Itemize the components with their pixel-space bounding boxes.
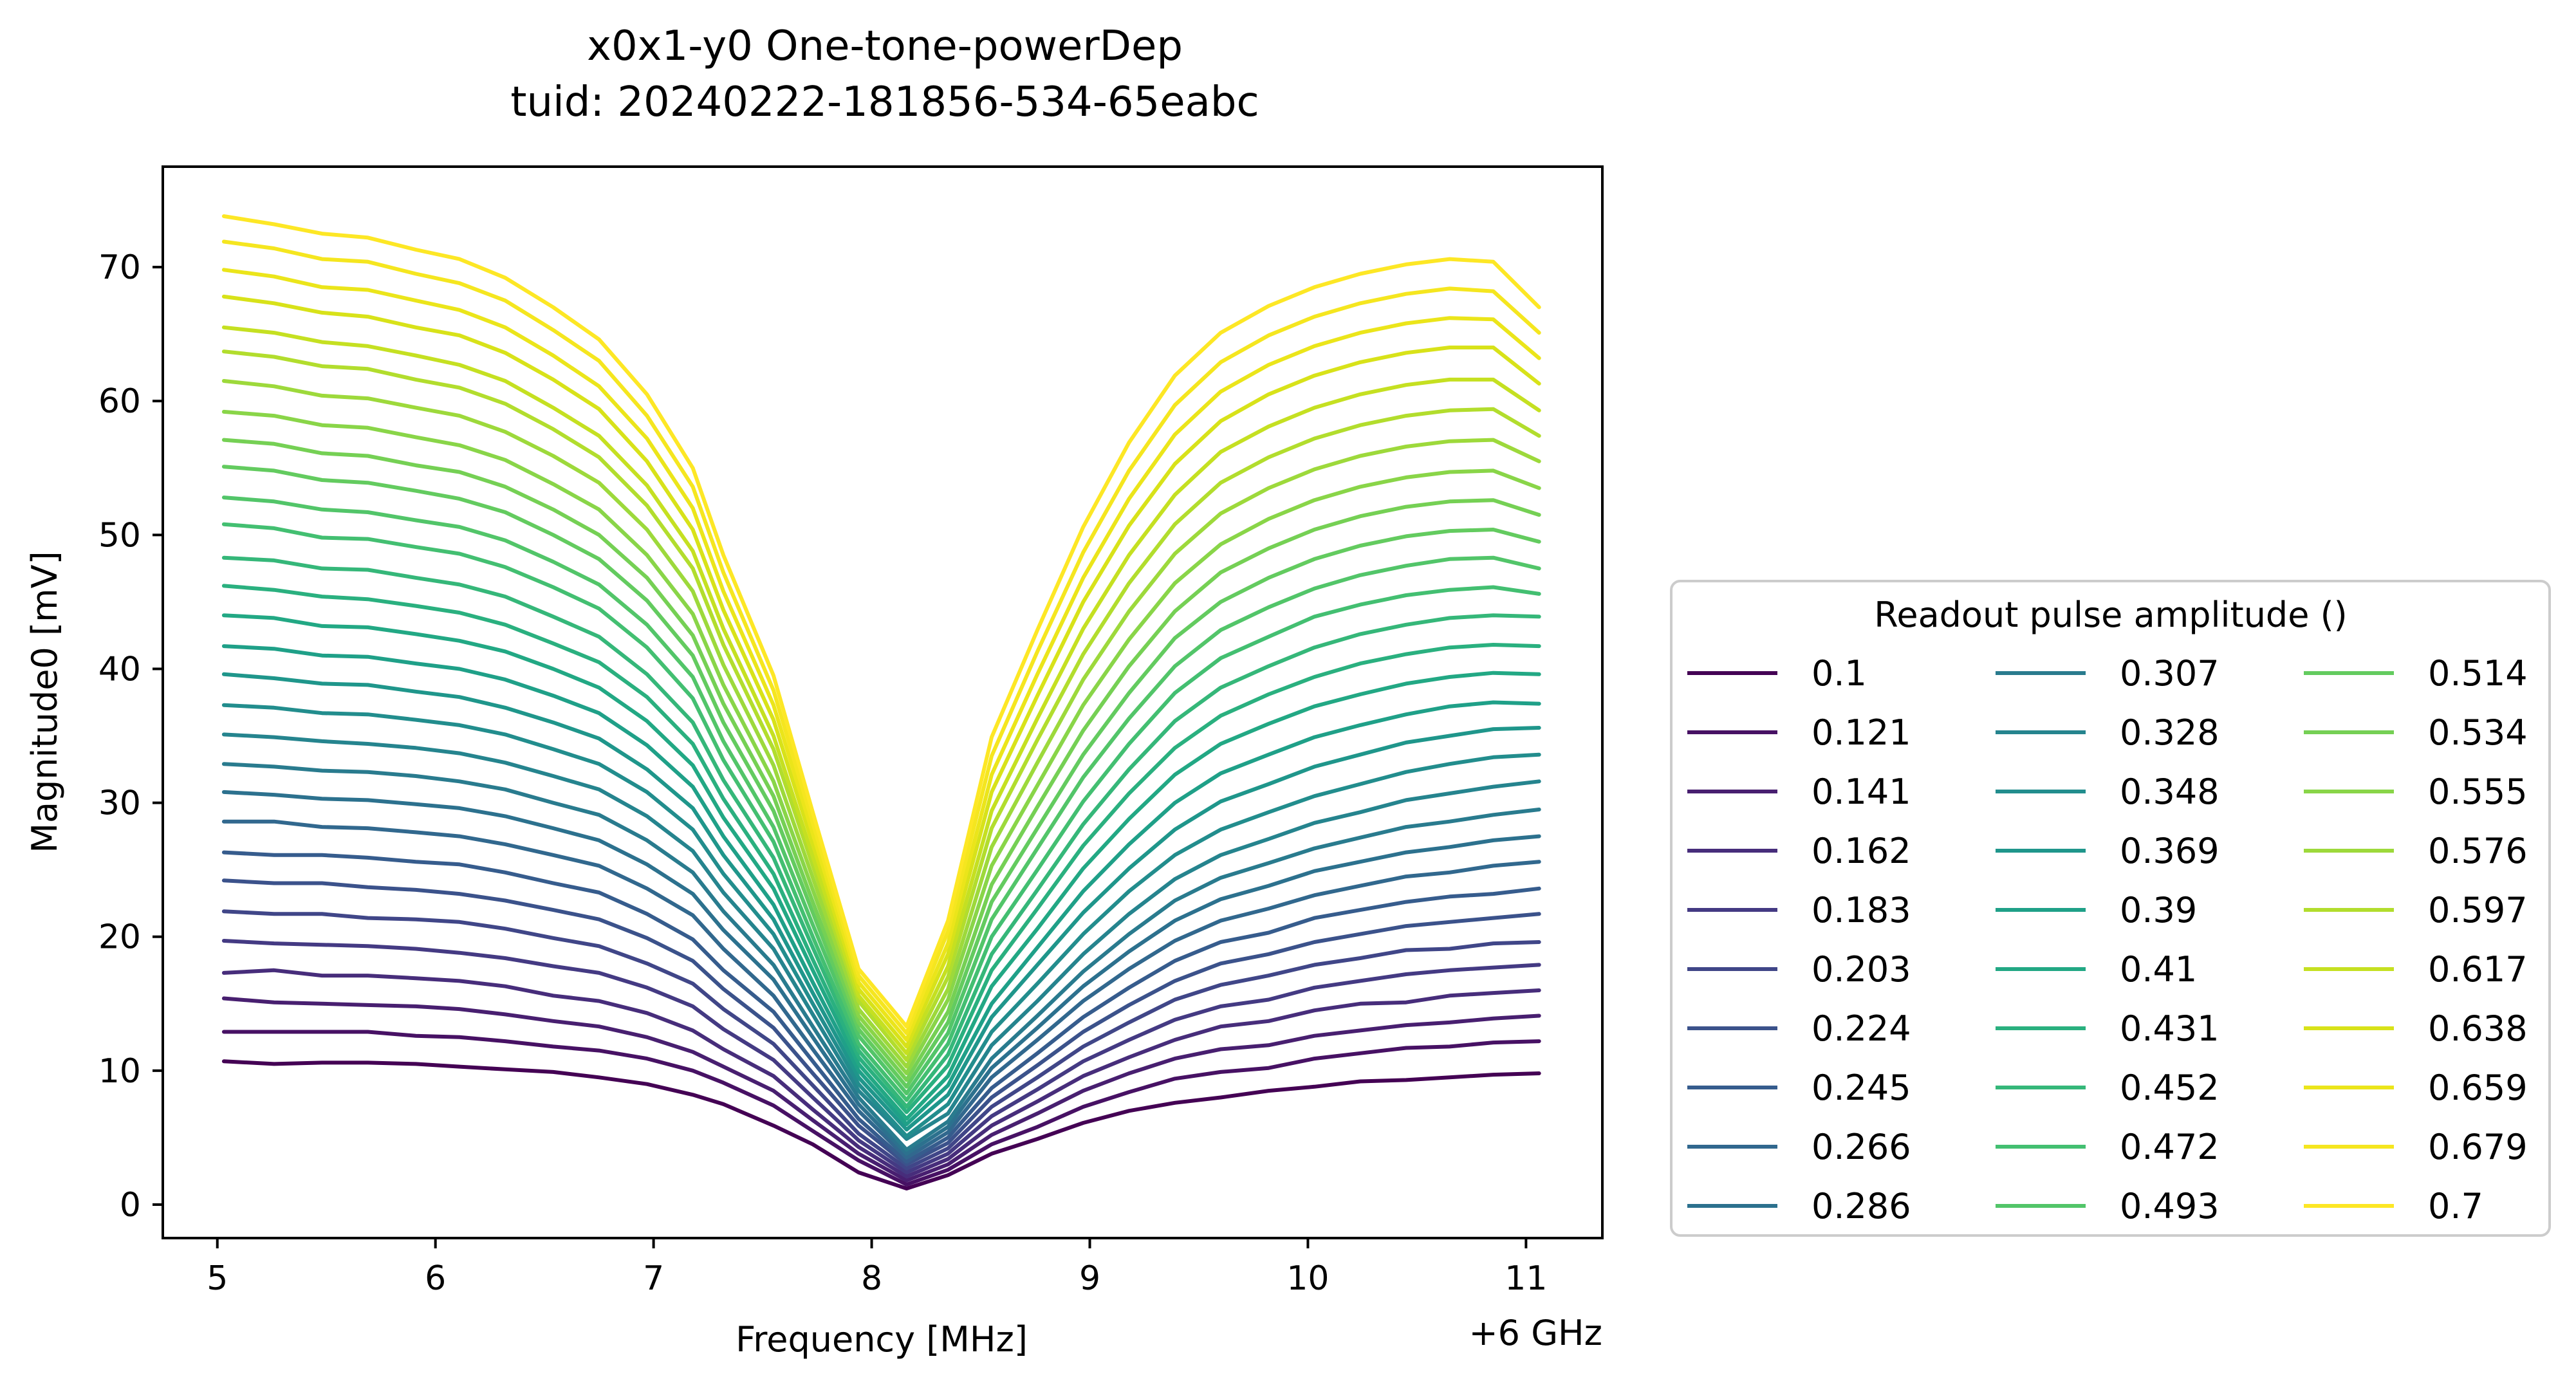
y-ticks: 0 10 20 30 40 50 60 70 xyxy=(98,248,163,1225)
series-line-0.39 xyxy=(221,644,1541,1127)
legend-label-0.1: 0.1 xyxy=(1812,653,1867,694)
x-tick-label-10: 10 xyxy=(1286,1259,1329,1298)
legend-label-0.638: 0.638 xyxy=(2428,1008,2528,1049)
legend-label-0.266: 0.266 xyxy=(1812,1127,1911,1167)
series-line-0.555 xyxy=(221,409,1541,1075)
series-line-0.328 xyxy=(221,732,1541,1141)
legend-label-0.493: 0.493 xyxy=(2120,1186,2219,1226)
y-tick-label-70: 70 xyxy=(98,248,141,287)
series-line-0.41 xyxy=(221,613,1541,1121)
x-axis-label: Frequency [MHz] xyxy=(736,1319,1028,1360)
chart-title: x0x1-y0 One-tone-powerDep xyxy=(587,23,1183,70)
legend-label-0.162: 0.162 xyxy=(1812,831,1911,871)
legend-label-0.307: 0.307 xyxy=(2120,653,2219,694)
y-tick-label-30: 30 xyxy=(98,784,141,823)
y-tick-label-10: 10 xyxy=(98,1052,141,1091)
legend-label-0.369: 0.369 xyxy=(2120,831,2219,871)
x-tick-label-11: 11 xyxy=(1505,1259,1547,1298)
series-line-0.576 xyxy=(221,379,1541,1069)
series-line-0.617 xyxy=(221,325,1541,1055)
legend-frame xyxy=(1670,580,2551,1237)
series-line-0.514 xyxy=(221,465,1541,1089)
series-group xyxy=(221,214,1541,1190)
x-tick-label-6: 6 xyxy=(425,1259,446,1298)
series-line-0.679 xyxy=(221,239,1541,1035)
legend-label-0.617: 0.617 xyxy=(2428,949,2528,990)
series-line-0.659 xyxy=(221,268,1541,1042)
legend-label-0.576: 0.576 xyxy=(2428,831,2528,871)
series-line-0.452 xyxy=(221,555,1541,1109)
series-line-0.369 xyxy=(221,672,1541,1132)
legend-label-0.597: 0.597 xyxy=(2428,890,2528,930)
legend-label-0.141: 0.141 xyxy=(1812,772,1911,812)
x-ticks: 5 6 7 8 9 10 11 xyxy=(207,1238,1547,1298)
legend-label-0.245: 0.245 xyxy=(1812,1068,1911,1108)
chart-subtitle: tuid: 20240222-181856-534-65eabc xyxy=(510,79,1259,126)
series-line-0.493 xyxy=(221,495,1541,1096)
legend: Readout pulse amplitude () 0.1 0.121 0.141… xyxy=(1670,580,2551,1237)
series-line-0.472 xyxy=(221,522,1541,1102)
x-tick-label-8: 8 xyxy=(861,1259,882,1298)
legend-label-0.121: 0.121 xyxy=(1812,712,1911,753)
series-line-0.431 xyxy=(221,584,1541,1115)
legend-label-0.452: 0.452 xyxy=(2120,1068,2219,1108)
legend-label-0.431: 0.431 xyxy=(2120,1008,2219,1049)
x-offset-label: +6 GHz xyxy=(1469,1313,1602,1353)
y-tick-label-40: 40 xyxy=(98,650,141,689)
legend-label-0.472: 0.472 xyxy=(2120,1127,2219,1167)
legend-label-0.348: 0.348 xyxy=(2120,772,2219,812)
legend-label-0.41: 0.41 xyxy=(2120,949,2197,990)
series-line-0.1 xyxy=(221,1059,1541,1190)
series-line-0.597 xyxy=(221,349,1541,1062)
x-tick-label-5: 5 xyxy=(207,1259,228,1298)
series-line-0.348 xyxy=(221,703,1541,1138)
plot-frame xyxy=(162,165,1604,1239)
series-line-0.638 xyxy=(221,294,1541,1049)
series-line-0.141 xyxy=(221,996,1541,1183)
legend-label-0.183: 0.183 xyxy=(1812,890,1911,930)
series-line-0.307 xyxy=(221,762,1541,1152)
series-line-0.162 xyxy=(221,968,1541,1179)
series-line-0.224 xyxy=(221,878,1541,1167)
series-line-0.534 xyxy=(221,438,1541,1082)
legend-label-0.7: 0.7 xyxy=(2428,1186,2483,1226)
y-tick-label-60: 60 xyxy=(98,382,141,421)
series-line-0.183 xyxy=(221,939,1541,1174)
x-tick-label-9: 9 xyxy=(1079,1259,1100,1298)
x-tick-label-7: 7 xyxy=(643,1259,664,1298)
y-tick-label-20: 20 xyxy=(98,918,141,957)
y-axis-label: Magnitude0 [mV] xyxy=(24,551,65,853)
series-line-0.7 xyxy=(221,214,1541,1029)
series-line-0.121 xyxy=(221,1030,1541,1187)
legend-items: 0.1 0.121 0.141 0.162 0.183 0.203 0.224 0.245 0.… xyxy=(1687,653,2528,1226)
y-tick-label-0: 0 xyxy=(120,1186,141,1225)
legend-label-0.659: 0.659 xyxy=(2428,1068,2528,1108)
legend-label-0.534: 0.534 xyxy=(2428,712,2528,753)
legend-label-0.286: 0.286 xyxy=(1812,1186,1911,1226)
series-line-0.203 xyxy=(221,909,1541,1171)
legend-title: Readout pulse amplitude () xyxy=(1874,595,2348,635)
legend-label-0.514: 0.514 xyxy=(2428,653,2528,694)
series-line-0.286 xyxy=(221,790,1541,1156)
series-line-0.245 xyxy=(221,850,1541,1164)
legend-label-0.555: 0.555 xyxy=(2428,772,2528,812)
legend-label-0.328: 0.328 xyxy=(2120,712,2219,753)
legend-label-0.679: 0.679 xyxy=(2428,1127,2528,1167)
series-line-0.266 xyxy=(221,819,1541,1160)
legend-label-0.224: 0.224 xyxy=(1812,1008,1911,1049)
y-tick-label-50: 50 xyxy=(98,516,141,555)
legend-label-0.203: 0.203 xyxy=(1812,949,1911,990)
legend-label-0.39: 0.39 xyxy=(2120,890,2197,930)
